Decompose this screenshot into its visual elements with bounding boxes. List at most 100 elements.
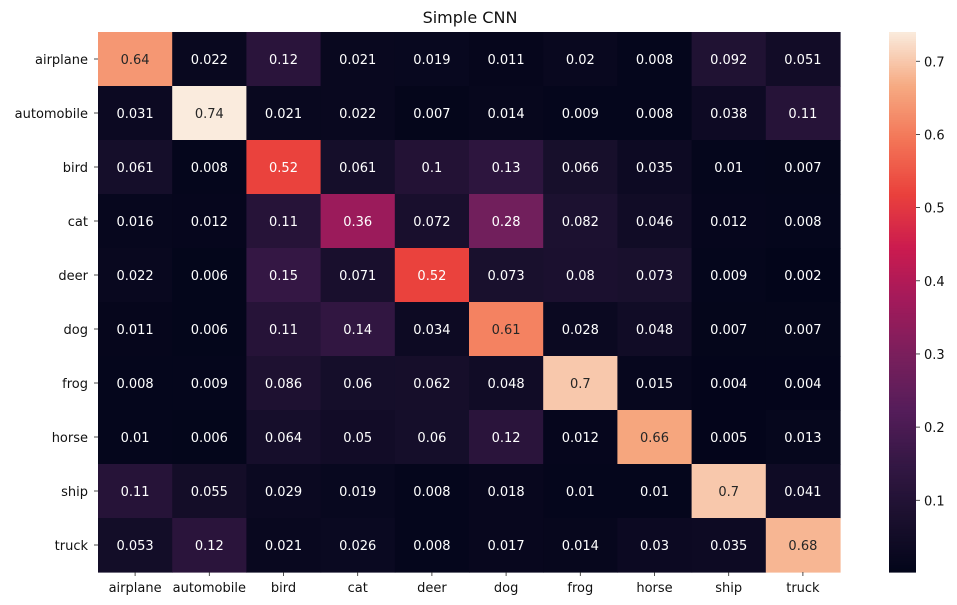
colorbar-segment: [889, 367, 916, 371]
cell-value-airplane-frog: 0.02: [566, 53, 595, 68]
colorbar-segment: [889, 520, 916, 524]
colorbar-segment: [889, 302, 916, 305]
colorbar-segment: [889, 317, 916, 321]
colorbar-segment: [889, 403, 916, 407]
cell-value-ship-cat: 0.019: [339, 485, 376, 500]
colorbar-segment: [889, 491, 916, 494]
colorbar-segment: [889, 65, 916, 69]
colorbar-segment: [889, 425, 916, 429]
colorbar-segment: [889, 500, 916, 503]
colorbar-segment: [889, 151, 916, 155]
cell-value-ship-dog: 0.018: [487, 485, 524, 500]
colorbar-segment: [889, 254, 916, 258]
colorbar-segment: [889, 504, 916, 508]
heatmap-cell-dog-automobile: [172, 302, 247, 357]
colorbar-segment: [889, 149, 916, 152]
colorbar-segment: [889, 353, 916, 357]
colorbar-segment: [889, 196, 916, 200]
heatmap-cell-automobile-bird: [246, 86, 322, 141]
colorbar-segment: [889, 119, 916, 123]
cell-value-automobile-automobile: 0.74: [195, 107, 224, 122]
cell-value-horse-ship: 0.005: [710, 431, 747, 446]
colorbar-segment: [889, 563, 916, 566]
heatmap-cell-frog-horse: [617, 356, 693, 411]
colorbar-segment: [889, 176, 916, 179]
heatmap-cell-deer-airplane: [98, 248, 173, 303]
heatmap-cell-ship-horse: [617, 464, 693, 519]
colorbar-segment: [889, 371, 916, 375]
colorbar-segment: [889, 144, 916, 148]
colorbar-segment: [889, 554, 916, 557]
colorbar-segment: [889, 194, 916, 197]
heatmap-cell-dog-cat: [320, 302, 396, 357]
colorbar-segment: [889, 376, 916, 380]
colorbar-segment: [889, 421, 916, 425]
cell-value-frog-ship: 0.004: [710, 377, 747, 392]
colorbar-segment: [889, 358, 916, 362]
colorbar-segment: [889, 272, 916, 276]
colorbar-segment: [889, 279, 916, 283]
cell-value-airplane-bird: 0.12: [269, 53, 298, 68]
colorbar-segment: [889, 545, 916, 548]
colorbar-segment: [889, 43, 916, 47]
heatmap-cell-ship-automobile: [172, 464, 247, 519]
colorbar-segment: [889, 248, 916, 251]
heatmap-cell-ship-cat: [320, 464, 396, 519]
heatmap-cell-frog-cat: [320, 356, 396, 411]
cell-value-bird-airplane: 0.061: [116, 161, 153, 176]
heatmap-cell-frog-frog: [543, 356, 618, 411]
colorbar-segment: [889, 432, 916, 436]
colorbar-segment: [889, 531, 916, 535]
heatmap-cell-labels: 0.64 0.022 0.12 0.021 0.019 0.011 0.02 0.008 0.0…: [116, 53, 821, 554]
colorbar-segment: [889, 146, 916, 150]
colorbar-segment: [889, 79, 916, 83]
colorbar-segment: [889, 522, 916, 526]
heatmap-cell-cat-truck: [765, 194, 841, 249]
colorbar-segment: [889, 164, 916, 168]
colorbar-segment: [889, 533, 916, 537]
colorbar-segment: [889, 259, 916, 263]
cell-value-bird-frog: 0.066: [562, 161, 599, 176]
colorbar-segment: [889, 412, 916, 416]
colorbar-segment: [889, 115, 916, 119]
colorbar-segment: [889, 416, 916, 420]
colorbar-segment: [889, 396, 916, 400]
cell-value-truck-airplane: 0.053: [116, 539, 153, 554]
colorbar-segment: [889, 419, 916, 422]
colorbar-segment: [889, 342, 916, 346]
cell-value-automobile-frog: 0.009: [562, 107, 599, 122]
x-tick-label-dog: dog: [494, 581, 518, 596]
heatmap-cell-automobile-frog: [543, 86, 618, 141]
colorbar-segment: [889, 171, 916, 175]
cell-value-airplane-horse: 0.008: [636, 53, 673, 68]
cell-value-dog-dog: 0.61: [492, 323, 521, 338]
colorbar-segment: [889, 218, 916, 222]
colorbar-segment: [889, 378, 916, 382]
colorbar-segment: [889, 225, 916, 229]
colorbar-segment: [889, 281, 916, 285]
cell-value-cat-automobile: 0.012: [191, 215, 228, 230]
x-tick-label-deer: deer: [417, 581, 447, 596]
colorbar-segment: [889, 160, 916, 164]
colorbar-segment: [889, 117, 916, 121]
colorbar-segment: [889, 270, 916, 274]
colorbar-segment: [889, 241, 916, 245]
colorbar-segment: [889, 329, 916, 332]
cell-value-frog-deer: 0.062: [413, 377, 450, 392]
colorbar-segment: [889, 227, 916, 231]
colorbar-segment: [889, 293, 916, 296]
colorbar-segment: [889, 502, 916, 506]
cell-value-cat-dog: 0.28: [492, 215, 521, 230]
y-axis-ticks: airplane automobile bird cat deer dog frog hors…: [15, 53, 98, 554]
colorbar-segment: [889, 32, 916, 35]
colorbar: 0.1 0.2 0.3 0.4 0.5 0.6 0.7: [889, 32, 945, 573]
cell-value-ship-deer: 0.008: [413, 485, 450, 500]
cell-value-horse-truck: 0.013: [784, 431, 821, 446]
heatmap-cell-cat-ship: [691, 194, 767, 249]
chart-title: Simple CNN: [423, 8, 518, 27]
colorbar-segment: [889, 306, 916, 310]
cell-value-horse-frog: 0.012: [562, 431, 599, 446]
cell-value-bird-horse: 0.035: [636, 161, 673, 176]
cell-value-ship-truck: 0.041: [784, 485, 821, 500]
